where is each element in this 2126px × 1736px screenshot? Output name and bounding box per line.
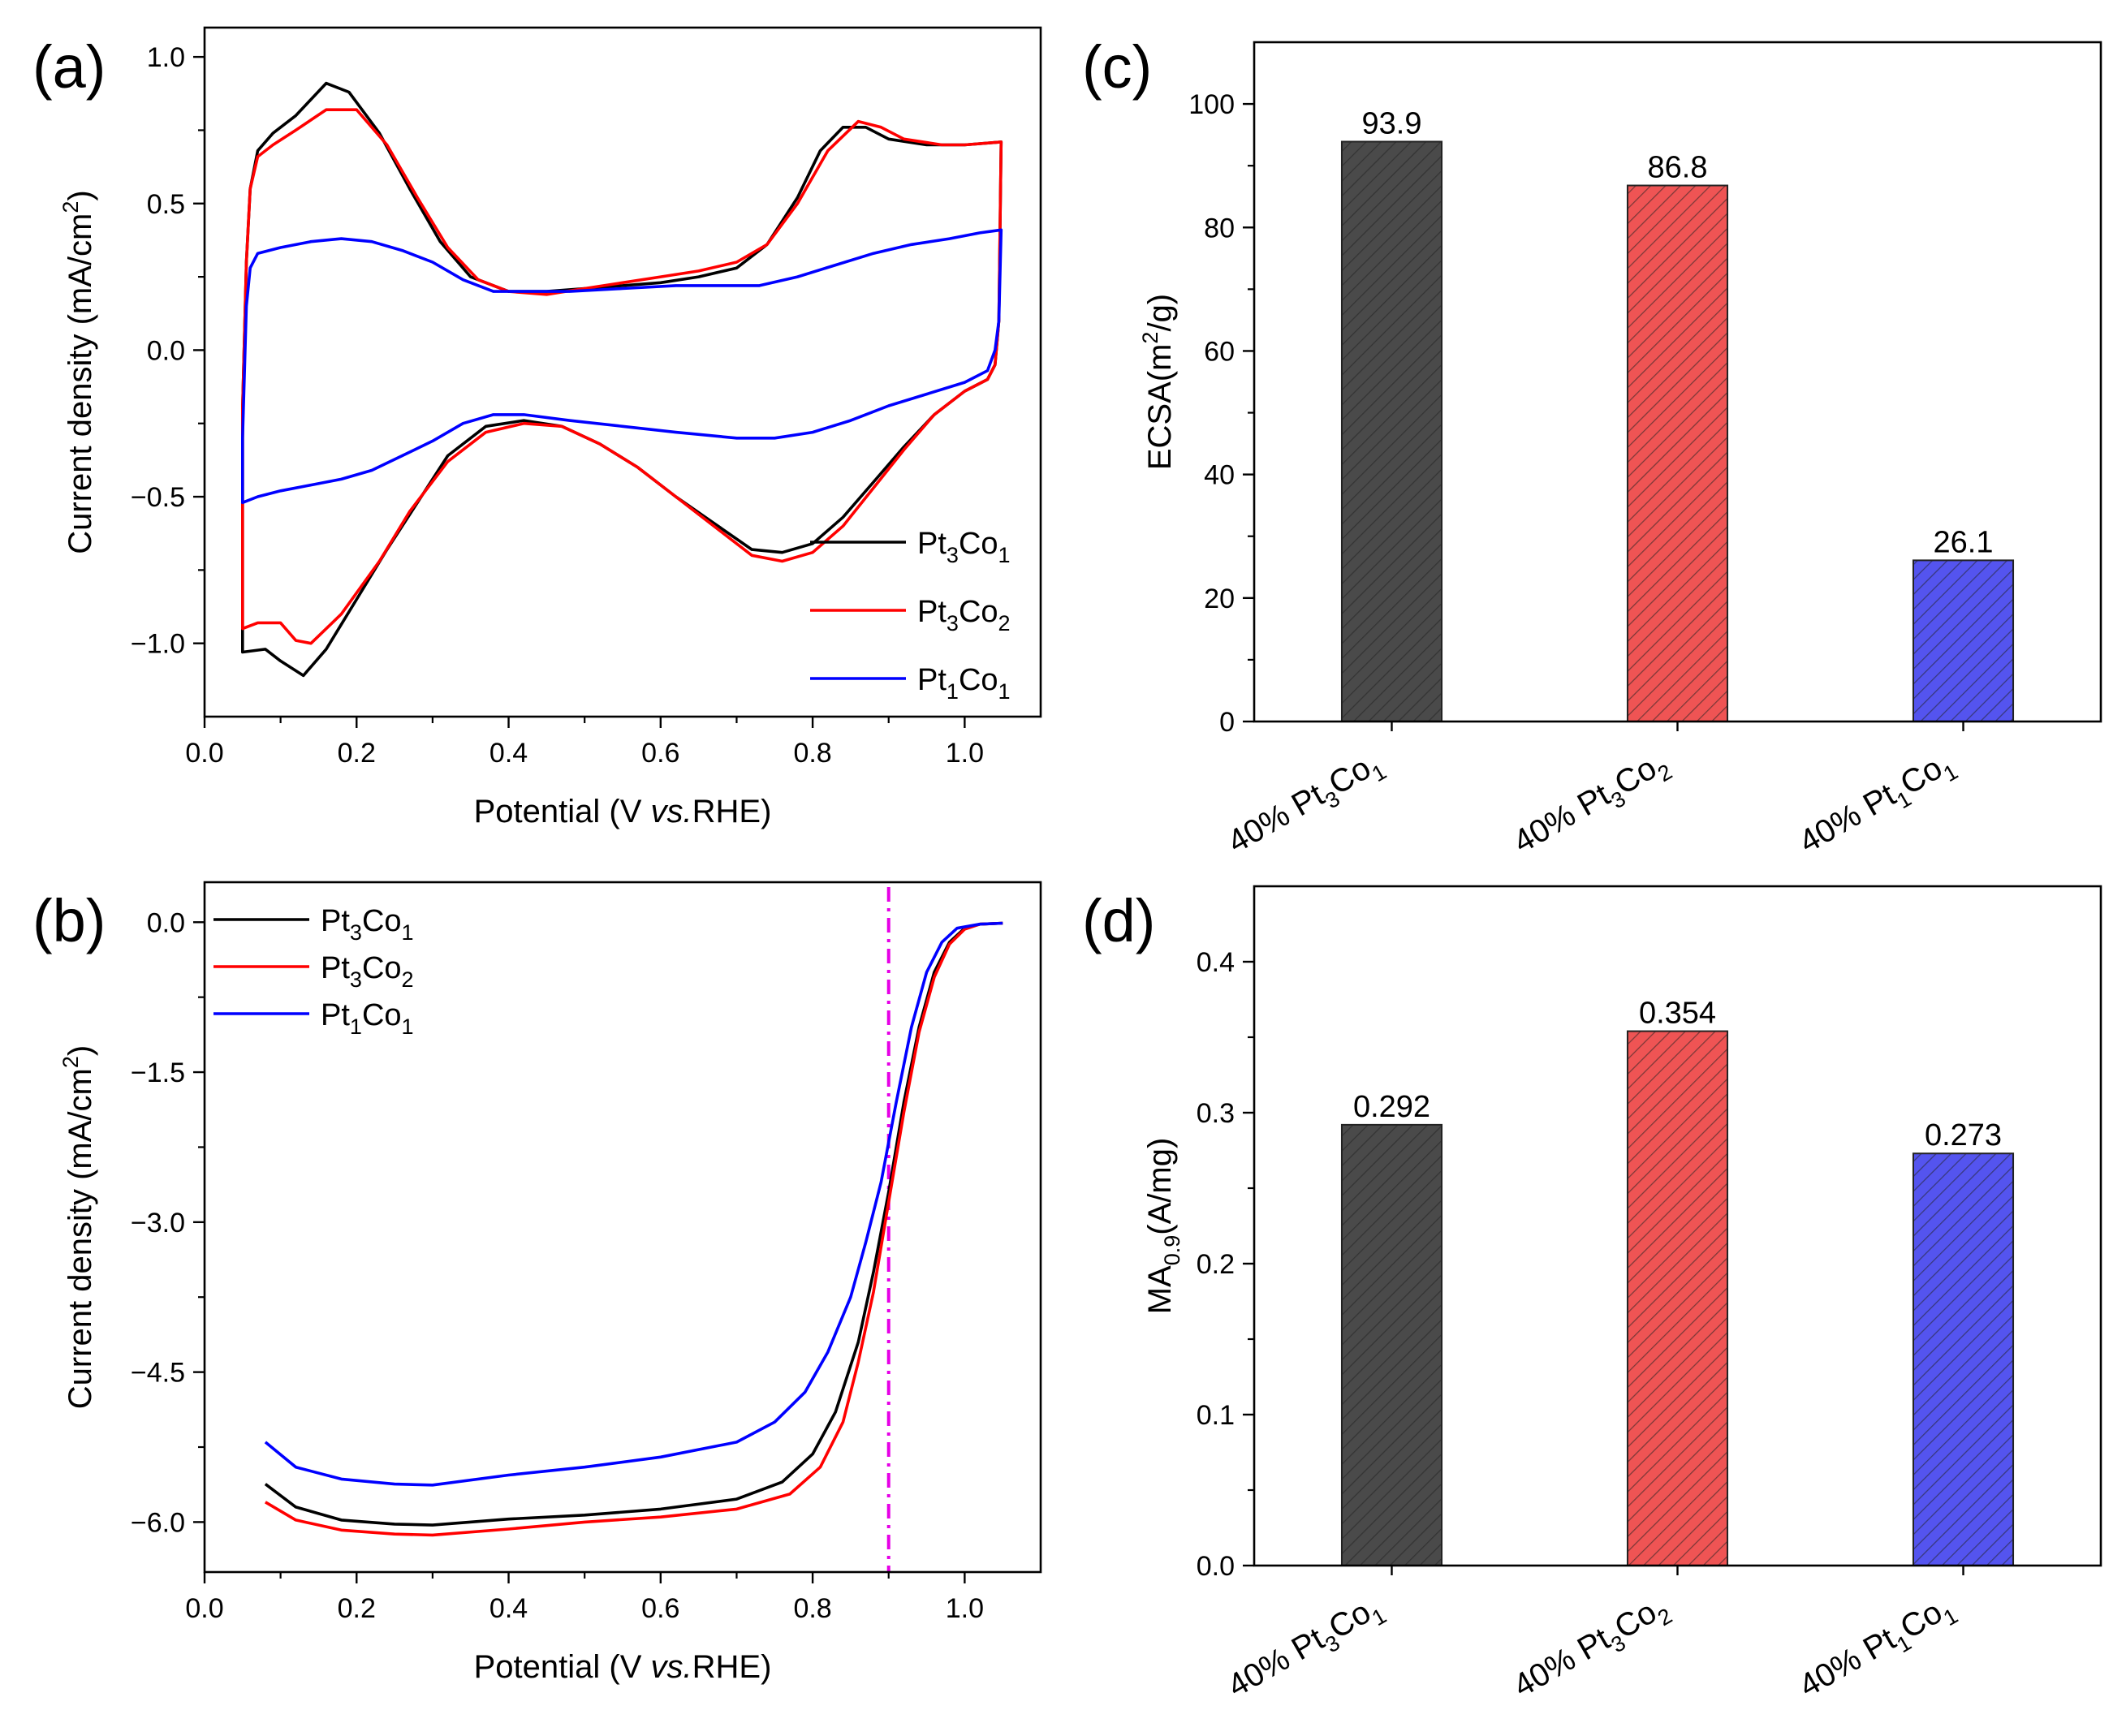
- y-tick-label: 0: [1219, 707, 1235, 738]
- panel-a-cv-chart: (a) 0.0 0.2 0.4 0.6 0.8 1.0 −1.0 −0.5 0.0 0.5 1.0 Pt…: [32, 26, 1042, 829]
- y-tick-label: 0.1: [1197, 1400, 1235, 1431]
- x-category-label-0: 40% Pt3Co1: [1222, 1588, 1391, 1710]
- y-tick-label: −1.0: [131, 629, 185, 660]
- bar-hatch-0: [1341, 141, 1442, 722]
- legend: Pt3Co1 Pt3Co2 Pt1Co1: [810, 527, 1011, 704]
- x-axis-label: Potential (V vs.RHE): [474, 794, 772, 829]
- bar-hatch-0: [1341, 1124, 1442, 1566]
- y-tick-label: 60: [1204, 336, 1235, 367]
- x-category-label-2: 40% Pt1Co1: [1793, 744, 1962, 866]
- y-tick-label: 0.5: [147, 189, 185, 220]
- x-axis-label: Potential (V vs.RHE): [474, 1649, 772, 1685]
- x-tick-label: 0.2: [338, 738, 376, 769]
- panel-a-letter: (a): [32, 33, 106, 101]
- y-axis-label: MA0.9(A/mg): [1142, 1138, 1184, 1315]
- legend-label-Pt1Co1: Pt1Co1: [321, 998, 414, 1039]
- bar-hatch-2: [1913, 1153, 2014, 1566]
- bar-value-label-0: 0.292: [1353, 1090, 1430, 1124]
- y-tick-label: −4.5: [131, 1358, 185, 1389]
- x-tick-label: 1.0: [946, 738, 984, 769]
- y-tick-label: −6.0: [131, 1507, 185, 1538]
- panel-b-letter: (b): [32, 887, 106, 954]
- x-tick-label: 0.8: [793, 738, 831, 769]
- bar-value-label-1: 86.8: [1648, 151, 1708, 185]
- y-tick-label: −1.5: [131, 1058, 185, 1088]
- y-tick-label: 0.0: [1197, 1551, 1235, 1582]
- legend-label-Pt3Co1: Pt3Co1: [321, 904, 414, 945]
- bar-value-label-1: 0.354: [1639, 997, 1716, 1031]
- y-tick-label: 0.0: [147, 335, 185, 366]
- bar-hatch-2: [1913, 560, 2014, 722]
- panel-d-frame: [1253, 885, 2102, 1567]
- y-tick-label: 40: [1204, 460, 1235, 491]
- y-tick-label: −0.5: [131, 482, 185, 513]
- x-tick-label: 0.6: [641, 1593, 679, 1624]
- x-tick-label: 1.0: [946, 1593, 984, 1624]
- y-tick-label: 80: [1204, 213, 1235, 243]
- y-axis-label: Current density (mA/cm2): [58, 1045, 98, 1409]
- x-tick-label: 0.4: [489, 1593, 528, 1624]
- legend-label-Pt3Co2: Pt3Co2: [917, 595, 1011, 635]
- panel-a-frame: [203, 26, 1042, 718]
- x-tick-label: 0.8: [793, 1593, 831, 1624]
- y-tick-label: 1.0: [147, 42, 185, 73]
- y-tick-label: 0.2: [1197, 1249, 1235, 1280]
- legend: Pt3Co1 Pt3Co2 Pt1Co1: [213, 904, 414, 1039]
- series-line-Pt3Co2: [241, 108, 1003, 645]
- bar-hatch-1: [1627, 1031, 1728, 1566]
- legend-label-Pt1Co1: Pt1Co1: [917, 663, 1011, 704]
- bar-value-label-2: 0.273: [1925, 1118, 2002, 1152]
- y-tick-label: 20: [1204, 584, 1235, 614]
- y-axis-label: Current density (mA/cm2): [58, 190, 98, 554]
- y-tick-label: 0.3: [1197, 1098, 1235, 1129]
- series-line-Pt3Co2: [264, 921, 1003, 1537]
- bar-hatch-1: [1627, 185, 1728, 722]
- panel-d-mass-activity-bar-chart: (d) 0.0 0.1 0.2 0.3 0.4 0.292 40% Pt3Co1 0.354 40…: [1082, 885, 2102, 1710]
- panel-b-frame: [203, 881, 1042, 1574]
- x-tick-label: 0.6: [641, 738, 679, 769]
- legend-label-Pt3Co2: Pt3Co2: [321, 951, 414, 992]
- series-line-Pt1Co1: [241, 228, 1003, 505]
- panel-c-frame: [1253, 41, 2102, 723]
- y-axis-label: ECSA(m2/g): [1138, 294, 1178, 470]
- series-line-Pt3Co1: [241, 81, 1003, 678]
- x-category-label-2: 40% Pt1Co1: [1793, 1588, 1962, 1710]
- bar-value-label-0: 93.9: [1362, 107, 1422, 141]
- panel-d-letter: (d): [1082, 887, 1155, 954]
- x-tick-label: 0.2: [338, 1593, 376, 1624]
- legend-label-Pt3Co1: Pt3Co1: [917, 527, 1011, 567]
- panel-c-letter: (c): [1082, 33, 1152, 101]
- x-category-label-1: 40% Pt3Co2: [1507, 744, 1676, 866]
- panel-b-lsv-chart: (b) 0.0 0.2 0.4 0.6 0.8 1.0 −6.0 −4.5 −3.0 −1.5 0.0…: [32, 881, 1042, 1685]
- y-tick-label: 100: [1188, 89, 1235, 120]
- x-category-label-1: 40% Pt3Co2: [1507, 1588, 1676, 1710]
- series-line-Pt1Co1: [264, 921, 1003, 1487]
- y-tick-label: −3.0: [131, 1208, 185, 1238]
- x-tick-label: 0.0: [185, 738, 223, 769]
- panel-c-ecsa-bar-chart: (c) 0 20 40 60 80 100 93.9 40% Pt3Co1 86.8 40% Pt3…: [1082, 33, 2102, 866]
- y-tick-label: 0.4: [1197, 947, 1235, 978]
- x-tick-label: 0.4: [489, 738, 528, 769]
- y-tick-label: 0.0: [147, 907, 185, 938]
- bar-value-label-2: 26.1: [1934, 525, 1994, 559]
- x-tick-label: 0.0: [185, 1593, 223, 1624]
- x-category-label-0: 40% Pt3Co1: [1222, 744, 1391, 866]
